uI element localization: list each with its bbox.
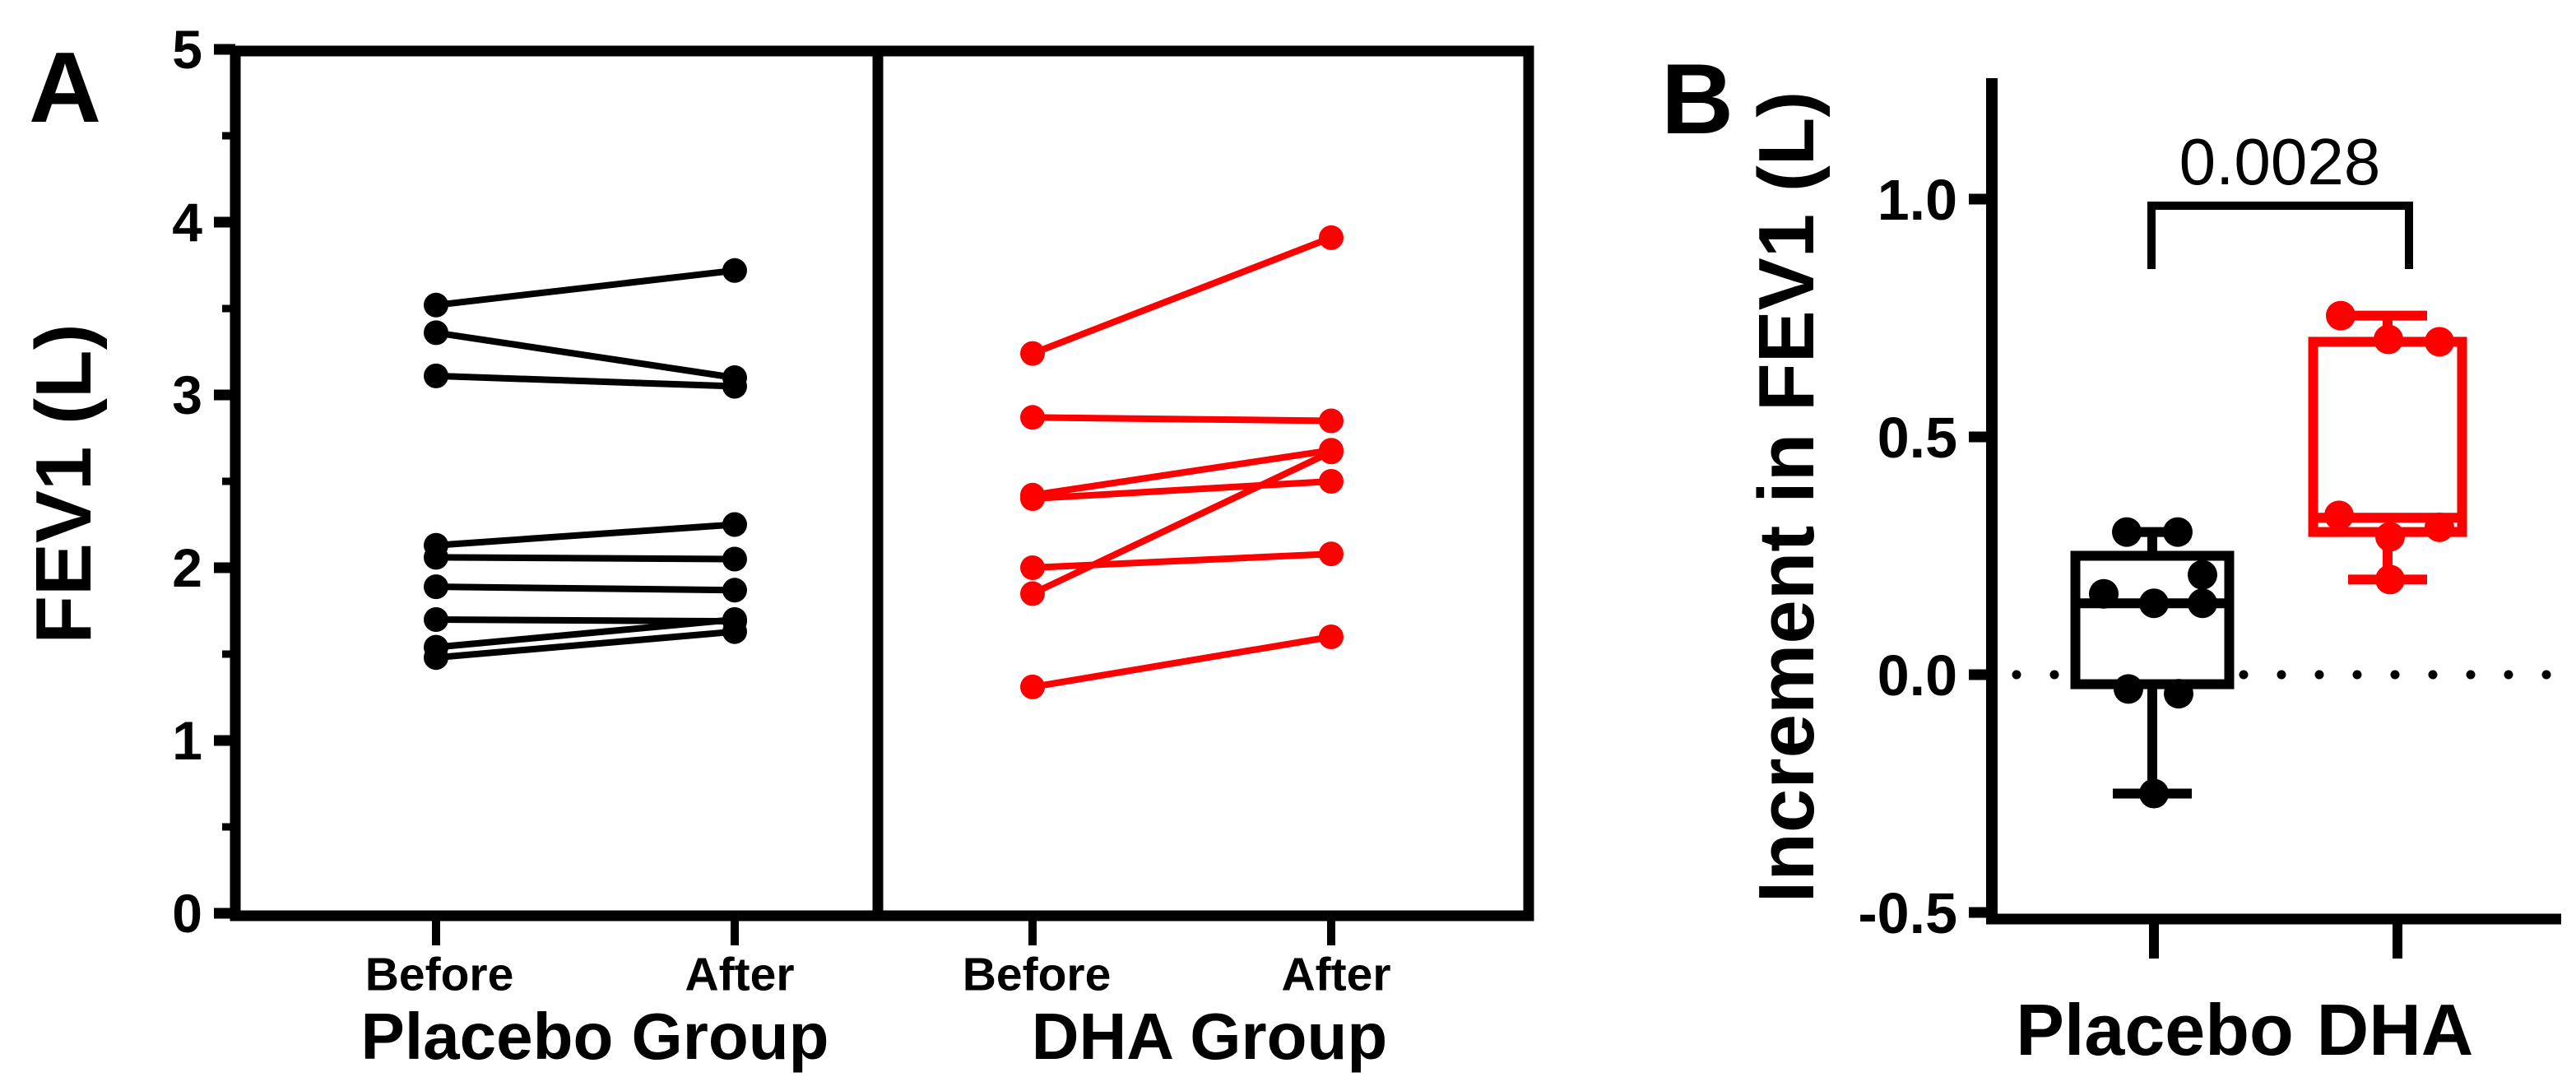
y-tick-label: 5 bbox=[172, 19, 202, 80]
data-point-after bbox=[722, 512, 747, 537]
x-category-label-placebo: Placebo bbox=[2016, 989, 2294, 1070]
data-point-after bbox=[1319, 225, 1344, 250]
y-tick-label: 4 bbox=[172, 192, 202, 253]
paired-line bbox=[435, 372, 736, 390]
data-point-before bbox=[424, 607, 448, 632]
data-point bbox=[2375, 564, 2405, 595]
paired-line bbox=[1032, 634, 1332, 690]
data-point-after bbox=[1319, 408, 1344, 434]
panel-a-y-axis-title: FEV1 (L) bbox=[20, 323, 108, 644]
data-point-after bbox=[722, 546, 747, 572]
data-point-after bbox=[722, 374, 747, 399]
x-tick-label-dha-before: Before bbox=[962, 948, 1112, 1001]
p-value-label: 0.0028 bbox=[2179, 125, 2381, 198]
paired-line bbox=[435, 628, 736, 662]
data-point bbox=[2112, 517, 2142, 547]
y-tick-label: 1.0 bbox=[1877, 168, 1957, 232]
paired-line bbox=[435, 583, 736, 594]
panel-b-letter: B bbox=[1660, 43, 1734, 155]
panel-a-letter: A bbox=[28, 31, 102, 143]
paired-line bbox=[435, 329, 736, 381]
data-point-after bbox=[722, 578, 747, 603]
box bbox=[2070, 550, 2235, 689]
data-point bbox=[2163, 517, 2193, 547]
data-point bbox=[2425, 327, 2454, 357]
data-point bbox=[2164, 679, 2193, 709]
paired-line bbox=[1031, 448, 1333, 597]
data-point bbox=[2326, 300, 2356, 331]
paired-line bbox=[435, 521, 736, 549]
data-point-after bbox=[722, 258, 747, 283]
x-tick-label-dha-after: After bbox=[1281, 948, 1391, 1001]
y-tick-label: 1 bbox=[172, 710, 202, 771]
x-tick-label-placebo-before: Before bbox=[364, 948, 514, 1001]
data-point bbox=[2089, 578, 2119, 609]
data-point-before bbox=[424, 320, 448, 346]
x-tick-label-placebo-after: After bbox=[685, 948, 795, 1001]
data-point-before bbox=[424, 292, 448, 318]
data-point-before bbox=[1020, 405, 1045, 430]
paired-line bbox=[1032, 478, 1332, 502]
data-point bbox=[2114, 674, 2143, 704]
data-point bbox=[2139, 588, 2169, 619]
data-point-before bbox=[424, 545, 448, 570]
data-point-before bbox=[1020, 486, 1045, 511]
data-point-before bbox=[1020, 581, 1045, 606]
paired-line bbox=[1031, 234, 1333, 357]
data-point-after bbox=[1319, 469, 1344, 494]
data-point-after bbox=[722, 619, 747, 644]
paired-line bbox=[1032, 550, 1332, 571]
paired-line bbox=[435, 554, 736, 563]
data-point bbox=[2188, 559, 2217, 590]
data-point-after bbox=[1319, 439, 1344, 465]
data-point bbox=[2324, 500, 2354, 531]
dha-group-title: DHA Group bbox=[1031, 1000, 1388, 1073]
data-point-before bbox=[1020, 555, 1045, 580]
paired-line bbox=[1032, 447, 1332, 499]
y-tick-label: 3 bbox=[172, 364, 202, 425]
data-point bbox=[2425, 512, 2454, 542]
paired-line bbox=[435, 616, 736, 651]
paired-line bbox=[1032, 414, 1332, 425]
data-point-before bbox=[1020, 341, 1045, 366]
significance-bracket bbox=[2147, 202, 2413, 269]
data-point-before bbox=[424, 645, 448, 671]
x-category-label-dha: DHA bbox=[2316, 989, 2474, 1070]
y-tick-label: -0.5 bbox=[1858, 881, 1957, 945]
data-point-after bbox=[1319, 624, 1344, 649]
data-point-after bbox=[1319, 541, 1344, 567]
y-tick-label: 0 bbox=[172, 883, 202, 944]
data-point bbox=[2374, 324, 2403, 355]
data-point bbox=[2139, 778, 2169, 809]
paired-line bbox=[435, 267, 736, 309]
data-point-before bbox=[1020, 674, 1045, 699]
placebo-group-title: Placebo Group bbox=[360, 1000, 829, 1073]
panel-b-y-axis-title: Increment in FEV1 (L) bbox=[1743, 91, 1831, 903]
data-point bbox=[2188, 588, 2217, 619]
data-point-before bbox=[424, 363, 448, 388]
y-tick-label: 2 bbox=[172, 537, 202, 598]
data-point bbox=[2375, 522, 2405, 552]
y-tick-label: 0.0 bbox=[1877, 643, 1957, 708]
y-tick-label: 0.5 bbox=[1877, 406, 1957, 470]
data-point-before bbox=[424, 574, 448, 600]
